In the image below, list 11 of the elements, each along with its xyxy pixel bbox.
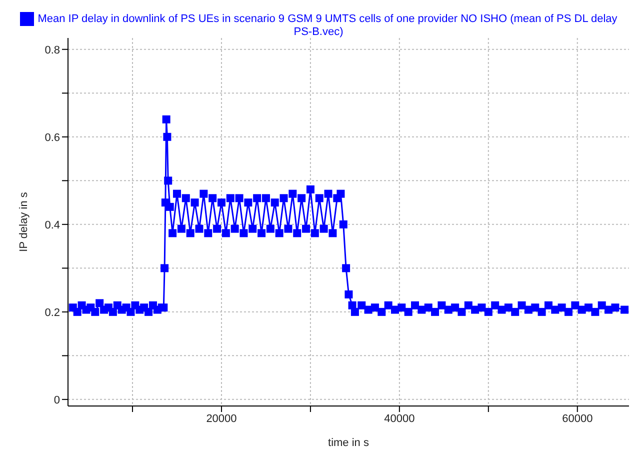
y-tick-label: 0.6 bbox=[44, 132, 60, 144]
y-tick-label: 0 bbox=[54, 394, 60, 406]
x-tick-label: 40000 bbox=[384, 412, 415, 425]
y-tick-label: 0.8 bbox=[44, 44, 60, 56]
x-axis-title: time in s bbox=[328, 437, 370, 449]
y-tick-label: 0.2 bbox=[44, 306, 60, 319]
x-tick-label: 20000 bbox=[206, 412, 237, 425]
y-axis-title: IP delay in s bbox=[18, 192, 30, 252]
legend-label: Mean IP delay in downlink of PS UEs in scenario 9 GSM 9 UMTS cells of one provider NO ISHO (mean of PS DL delay PS-B.vec) bbox=[38, 12, 618, 38]
y-tick-label: 0.4 bbox=[44, 219, 60, 232]
x-tick-label: 60000 bbox=[562, 412, 593, 425]
